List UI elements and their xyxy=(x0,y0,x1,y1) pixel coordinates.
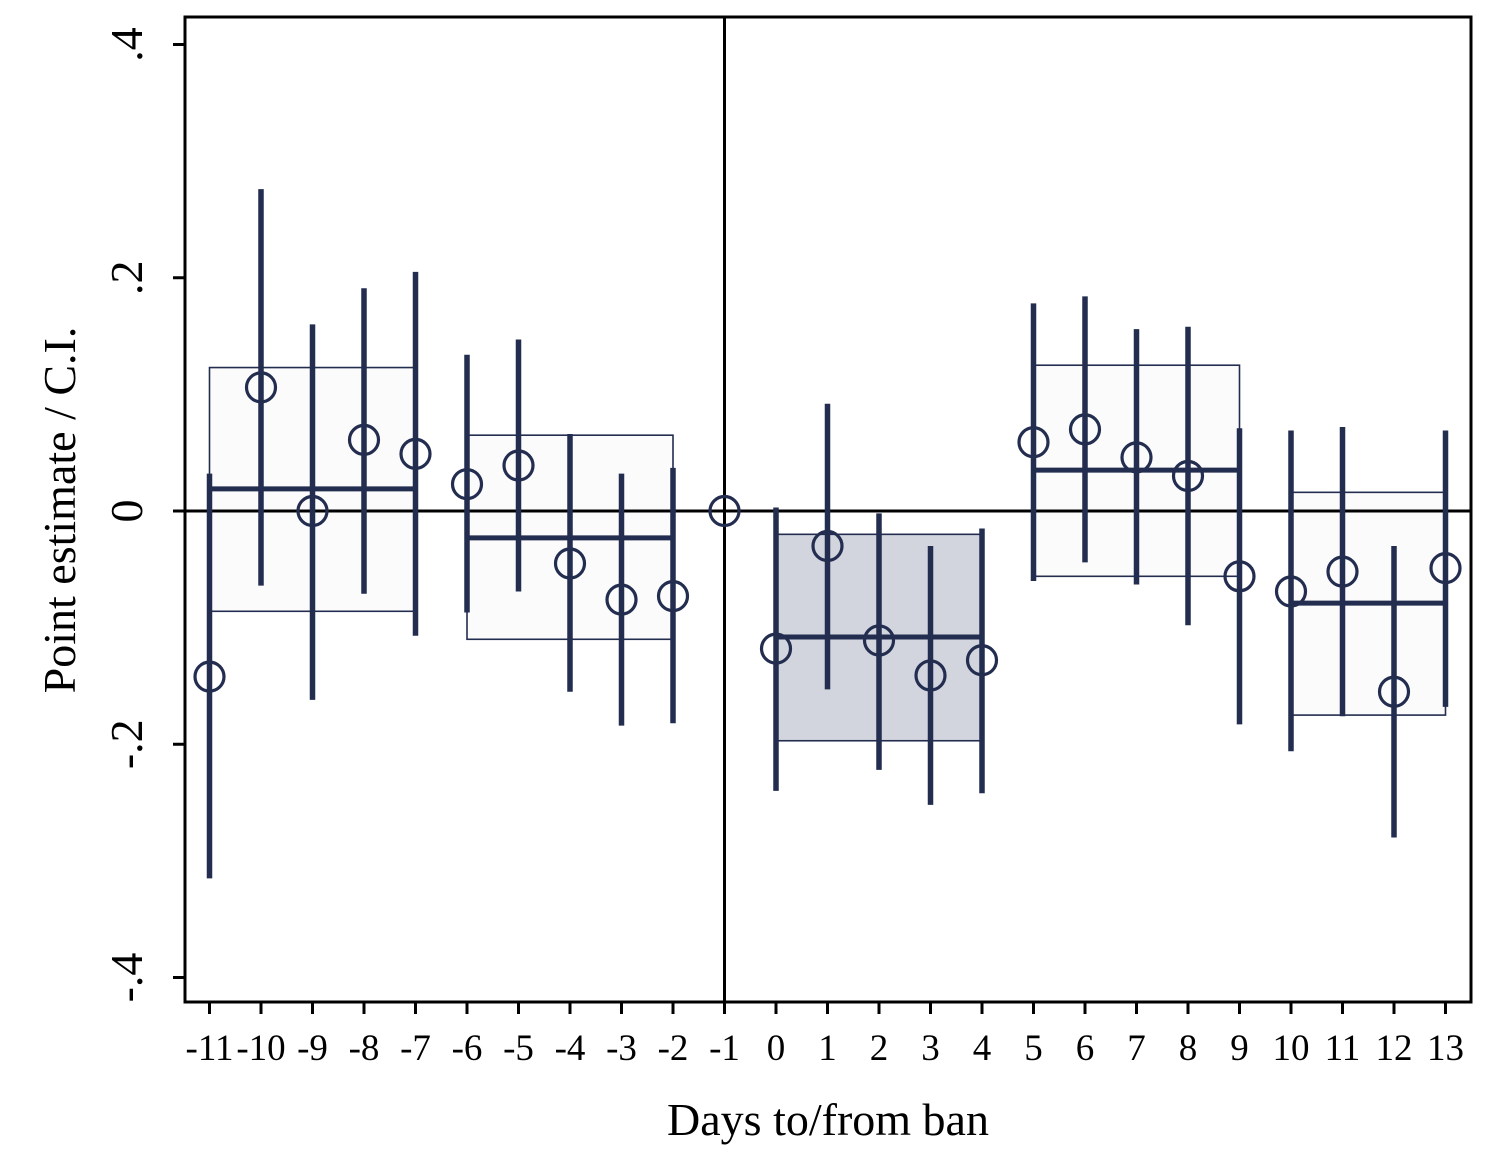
y-axis-label: Point estimate / C.I. xyxy=(34,327,85,694)
x-tick-label: -8 xyxy=(349,1028,380,1069)
x-tick-label: 8 xyxy=(1179,1028,1198,1069)
x-axis: -11 -10 -9 -8 -7 -6 -5 -4 -3 -2 -1 0 1 2 3 4 5 6 7 8 9 10 11 12… xyxy=(186,1002,1464,1069)
x-tick-label: -5 xyxy=(503,1028,534,1069)
x-tick-label: -3 xyxy=(606,1028,637,1069)
point-day--5 xyxy=(502,449,535,482)
points-layer xyxy=(193,371,1462,708)
point-day--8 xyxy=(347,423,381,456)
x-tick-label: -6 xyxy=(452,1028,483,1069)
y-tick-label: .2 xyxy=(101,261,152,296)
point-day--3 xyxy=(605,583,638,616)
x-tick-label: 7 xyxy=(1127,1028,1146,1069)
point-day-5 xyxy=(1017,426,1050,459)
point-day-12 xyxy=(1377,675,1411,708)
x-tick-label: -10 xyxy=(236,1028,285,1069)
x-tick-label: -1 xyxy=(709,1028,740,1069)
point-day-6 xyxy=(1068,413,1102,446)
x-tick-label: -11 xyxy=(186,1028,234,1069)
point-day--11 xyxy=(193,660,226,693)
x-tick-label: -4 xyxy=(555,1028,586,1069)
point-day-4 xyxy=(965,644,999,677)
x-tick-label: 9 xyxy=(1230,1028,1249,1069)
point-day--9 xyxy=(296,494,329,528)
x-tick-label: 2 xyxy=(870,1028,889,1069)
point-day--4 xyxy=(553,547,587,580)
y-axis: -.4 -.2 0 .2 .4 xyxy=(101,27,185,1002)
point-day-11 xyxy=(1326,555,1359,588)
x-tick-label: 1 xyxy=(818,1028,837,1069)
x-tick-label: 5 xyxy=(1024,1028,1043,1069)
x-tick-label: 4 xyxy=(973,1028,992,1069)
x-tick-label: 0 xyxy=(767,1028,786,1069)
point-day--10 xyxy=(244,371,278,404)
point-day--6 xyxy=(450,468,484,501)
y-tick-label: 0 xyxy=(101,500,152,523)
x-tick-label: 13 xyxy=(1427,1028,1464,1069)
point-day--7 xyxy=(399,437,432,470)
point-day-3 xyxy=(914,659,947,692)
x-tick-label: 11 xyxy=(1325,1028,1361,1069)
x-tick-label: 12 xyxy=(1376,1028,1413,1069)
point-day-13 xyxy=(1429,552,1462,585)
point-day-10 xyxy=(1274,575,1308,608)
x-tick-label: -9 xyxy=(297,1028,328,1069)
y-tick-label: .4 xyxy=(101,27,152,62)
x-tick-label: -7 xyxy=(400,1028,431,1069)
point-day-8 xyxy=(1171,459,1205,493)
point-day-2 xyxy=(862,624,896,657)
x-tick-label: -2 xyxy=(658,1028,689,1069)
x-axis-label: Days to/from ban xyxy=(667,1094,989,1145)
confidence-intervals-layer xyxy=(206,189,1449,879)
y-tick-label: -.4 xyxy=(101,953,152,1003)
point-day-0 xyxy=(759,632,793,665)
x-tick-label: 3 xyxy=(921,1028,940,1069)
point-day--1 xyxy=(708,494,741,528)
point-day--2 xyxy=(656,580,690,613)
y-tick-label: -.2 xyxy=(101,719,152,769)
point-day-9 xyxy=(1223,560,1256,593)
x-tick-label: 10 xyxy=(1273,1028,1310,1069)
point-day-1 xyxy=(811,529,844,563)
x-tick-label: 6 xyxy=(1076,1028,1095,1069)
point-day-7 xyxy=(1120,441,1153,474)
